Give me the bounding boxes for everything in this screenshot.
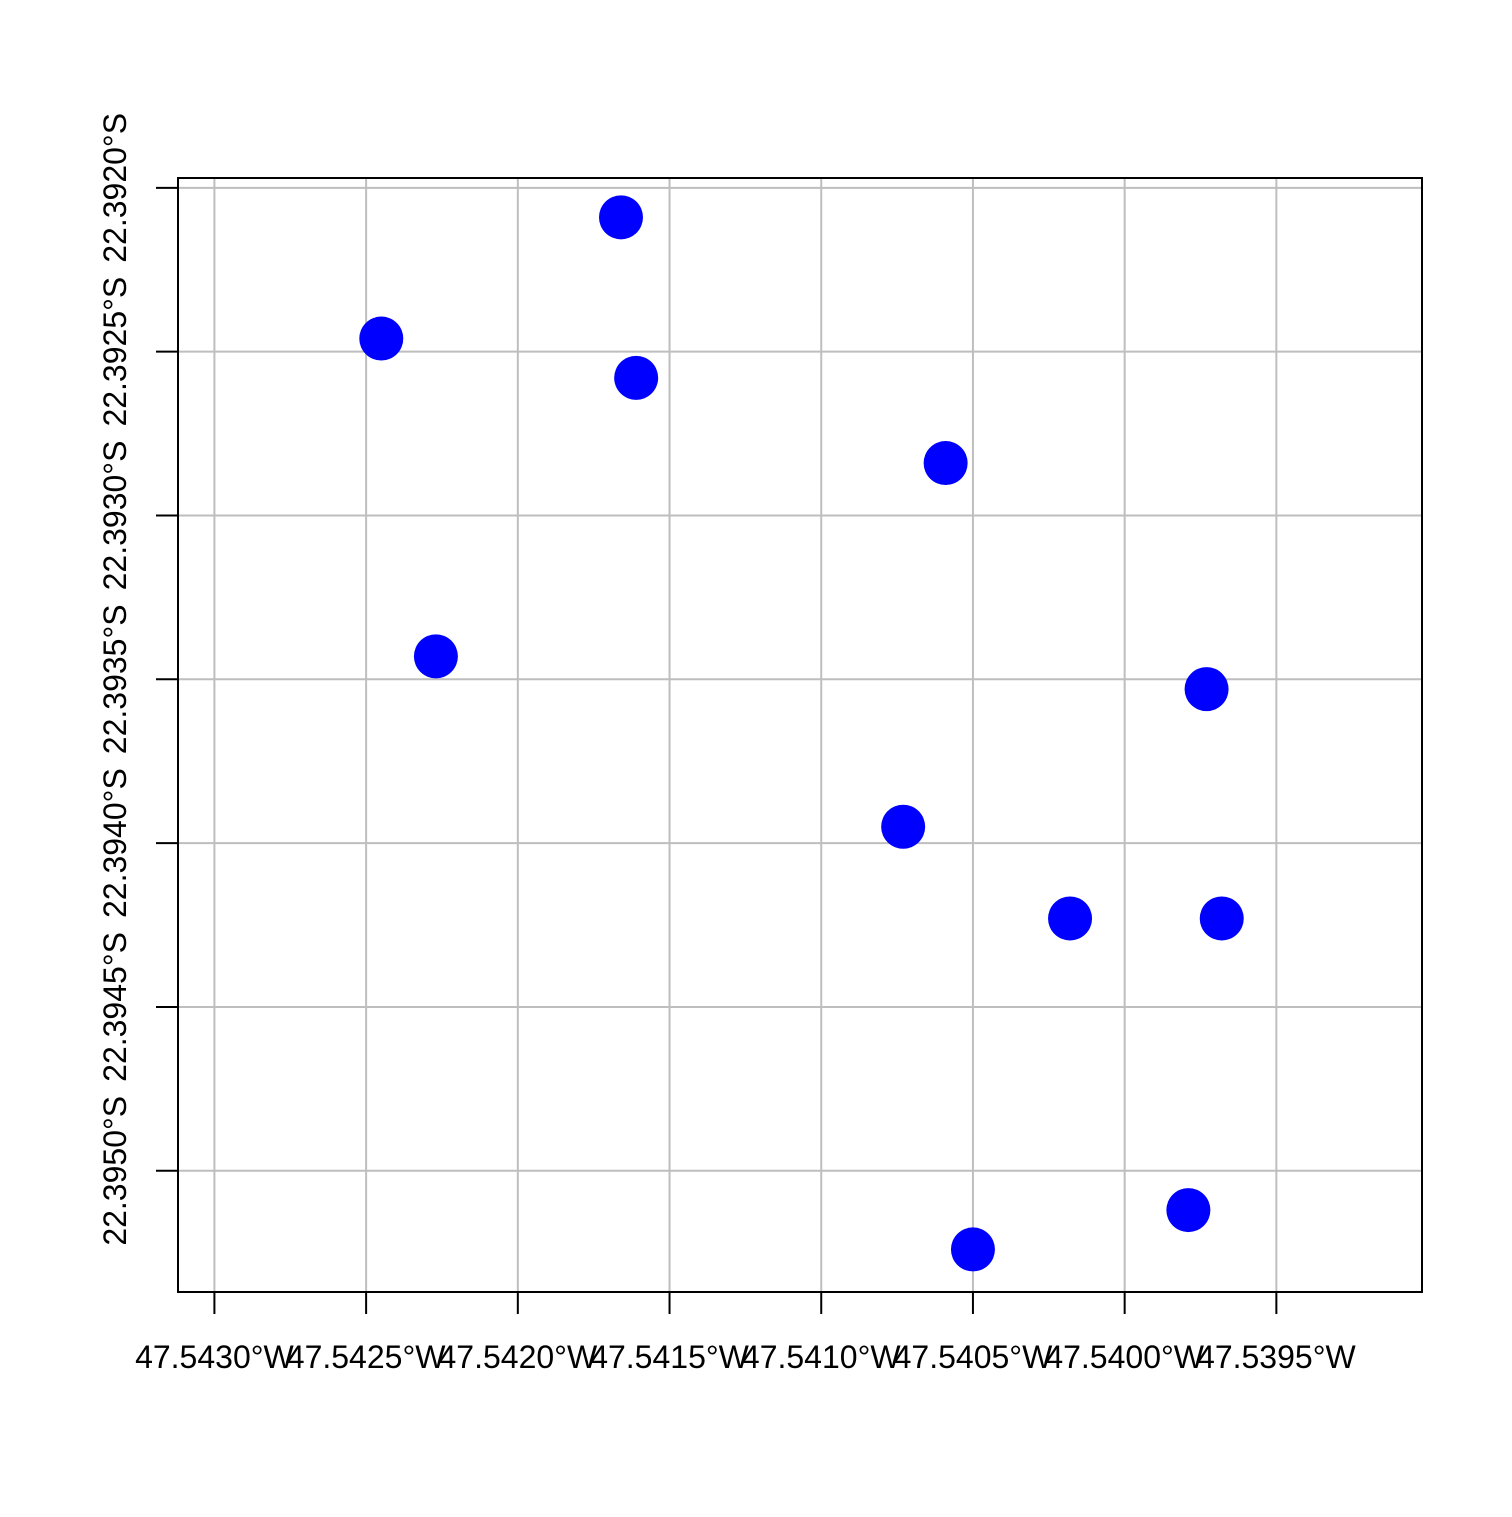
data-points [359,195,1244,1272]
x-tick-label: 47.5400°W [1045,1339,1204,1375]
y-axis: 22.3920°S 22.3925°S 22.3930°S 22.3935°S 22.3… [97,113,178,1246]
x-tick-label: 47.5430°W [135,1339,294,1375]
data-point [950,1227,995,1272]
x-tick-label: 47.5405°W [894,1339,1053,1375]
data-point [1166,1188,1211,1233]
y-tick-label: 22.3940°S [97,768,133,918]
x-tick-label: 47.5420°W [438,1339,597,1375]
x-tick-label: 47.5410°W [742,1339,901,1375]
data-point [881,804,926,849]
x-axis: 47.5430°W47.5425°W47.5420°W47.5415°W47.5… [135,1292,1356,1375]
data-point [1199,896,1244,941]
x-tick-label: 47.5415°W [590,1339,749,1375]
y-tick-label: 22.3925°S [97,277,133,427]
data-point [1048,896,1093,941]
data-point [614,355,659,400]
x-tick-label: 47.5395°W [1197,1339,1356,1375]
y-tick-label: 22.3945°S [97,932,133,1082]
y-tick-label: 22.3920°S [97,113,133,263]
data-point [598,195,643,240]
data-point [413,634,458,679]
data-point [923,441,968,486]
data-point [359,316,404,361]
plot-area-border [177,177,1423,1293]
y-tick-label: 22.3930°S [97,441,133,591]
y-tick-label: 22.3950°S [97,1096,133,1246]
grid-lines [178,178,1422,1292]
data-point [1184,667,1229,712]
x-tick-label: 47.5425°W [287,1339,446,1375]
y-tick-label: 22.3935°S [97,604,133,754]
